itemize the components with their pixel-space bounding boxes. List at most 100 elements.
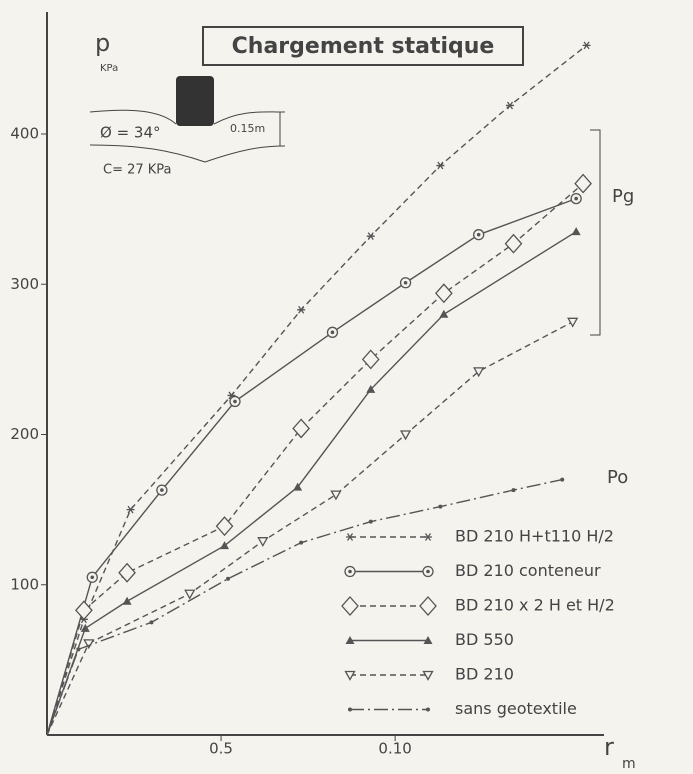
data-point [257, 537, 269, 548]
dot-shape [226, 576, 231, 581]
triangle-down-shape [184, 589, 196, 600]
triangle-shape [366, 384, 376, 393]
circle-dot-shape [426, 569, 430, 574]
y-axis-label: p [95, 29, 110, 57]
legend-label: BD 550 [455, 630, 514, 649]
diamond-shape [341, 596, 359, 616]
y-tick-label: 400 [10, 125, 39, 143]
triangle-shape [423, 636, 433, 644]
dot-shape [426, 707, 430, 712]
legend-label: BD 210 x 2 H et H/2 [455, 596, 615, 615]
triangle-down-shape [83, 639, 95, 650]
legend-marker [344, 670, 356, 681]
dot-shape [76, 647, 81, 652]
circle-dot-shape [574, 196, 578, 201]
data-point [511, 488, 516, 493]
data-point [399, 277, 412, 289]
diamond-shape [118, 562, 136, 583]
data-point [83, 639, 95, 650]
y-tick-label: 300 [10, 275, 39, 293]
star-shape [506, 101, 515, 110]
diamond-shape [292, 418, 311, 439]
diamond-shape [434, 283, 453, 304]
dot-shape [299, 540, 304, 545]
triangle-shape [220, 541, 230, 550]
diamond-shape [504, 233, 523, 254]
depth-label: 0.15m [230, 122, 265, 135]
data-point [504, 233, 523, 254]
star-shape [346, 533, 354, 541]
data-point [122, 596, 132, 605]
legend-label: sans geotextile [455, 699, 577, 718]
layer-line [89, 144, 286, 163]
title-box [202, 26, 524, 66]
data-point [118, 562, 136, 583]
dot-shape [149, 620, 154, 625]
triangle-shape [80, 623, 90, 632]
legend-marker [345, 636, 355, 644]
star-shape [126, 505, 135, 514]
legend-marker [419, 596, 437, 616]
data-point [215, 516, 234, 537]
triangle-shape [122, 596, 132, 605]
data-point [570, 192, 582, 205]
origin-segment [46, 649, 79, 736]
circle-dot-shape [330, 330, 335, 335]
data-point [220, 541, 230, 550]
legend-marker [424, 533, 432, 541]
data-point [184, 589, 196, 600]
data-point [473, 367, 485, 378]
load-block [176, 76, 214, 126]
data-point [574, 173, 592, 194]
triangle-down-shape [344, 670, 356, 681]
legend-marker [348, 707, 352, 712]
y-tick-label: 100 [10, 575, 39, 593]
y-axis-unit: KPa [100, 63, 118, 74]
dot-shape [511, 488, 516, 493]
data-point [326, 326, 339, 338]
diamond-shape [574, 173, 592, 194]
star-shape [297, 305, 306, 314]
dot-shape [560, 477, 565, 482]
triangle-down-shape [257, 537, 269, 548]
legend-marker [422, 565, 434, 578]
data-point [299, 540, 304, 545]
origin-segment [46, 610, 85, 736]
data-point [76, 647, 81, 652]
circle-dot-shape [160, 488, 164, 492]
x-axis-unit: m [622, 756, 636, 772]
data-point [126, 505, 135, 514]
diamond-shape [361, 349, 380, 370]
data-point [436, 161, 445, 170]
data-point [439, 309, 449, 318]
data-point [330, 490, 342, 501]
dot-shape [368, 519, 373, 524]
series-line [83, 183, 584, 611]
triangle-down-shape [567, 317, 579, 328]
legend-marker [423, 636, 433, 644]
diamond-shape [75, 600, 93, 621]
cohesion-label: C= 27 KPa [103, 163, 172, 178]
po-label: Po [607, 467, 628, 488]
data-point [361, 349, 380, 370]
legend-label: BD 210 conteneur [455, 561, 601, 580]
star-shape [582, 41, 591, 50]
diamond-shape [215, 516, 234, 537]
data-point [149, 620, 154, 625]
triangle-shape [571, 227, 581, 236]
ground-line [89, 109, 286, 125]
data-point [506, 101, 515, 110]
star-shape [424, 533, 432, 541]
circle-dot-shape [348, 569, 352, 574]
legend-marker [422, 670, 434, 681]
legend-label: BD 210 H+t110 H/2 [455, 527, 614, 546]
data-point [434, 283, 453, 304]
legend-label: BD 210 [455, 665, 514, 684]
phi-label: Ø = 34° [100, 124, 161, 142]
inset-diagram: Ø = 34° 0.15m C= 27 KPa [89, 76, 286, 178]
data-point [560, 477, 565, 482]
data-point [368, 519, 373, 524]
data-point [156, 484, 168, 496]
